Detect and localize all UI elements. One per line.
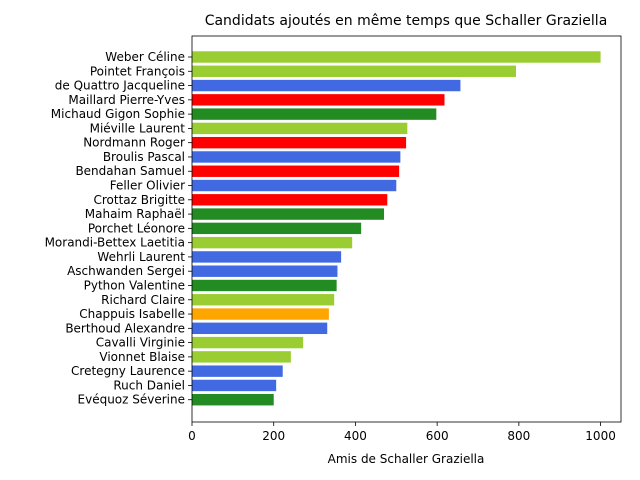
x-tick-label: 200 xyxy=(262,429,285,443)
y-tick-label: Chappuis Isabelle xyxy=(79,307,185,321)
y-tick-label: Miéville Laurent xyxy=(90,121,186,135)
y-tick-label: Vionnet Blaise xyxy=(99,350,185,364)
bar xyxy=(192,379,277,392)
y-tick-label: Pointet François xyxy=(90,64,185,78)
bar xyxy=(192,136,407,149)
bar xyxy=(192,194,388,206)
bar xyxy=(192,151,401,163)
x-ticks: 0 200 400 600 800 1000 xyxy=(188,422,616,443)
y-tick-label: Wehrli Laurent xyxy=(97,250,185,264)
y-tick-label: Weber Céline xyxy=(105,50,185,64)
bar xyxy=(192,394,274,406)
bar xyxy=(192,51,601,63)
bar xyxy=(192,65,516,77)
bar xyxy=(192,108,437,120)
y-tick-label: Michaud Gigon Sophie xyxy=(51,107,185,121)
y-tick-label: Python Valentine xyxy=(84,278,185,292)
bar xyxy=(192,365,283,377)
x-tick-label: 400 xyxy=(344,429,367,443)
bar xyxy=(192,251,342,263)
bar xyxy=(192,79,461,92)
y-tick-label: Nordmann Roger xyxy=(83,136,185,150)
bar xyxy=(192,294,335,306)
y-tick-label: Cavalli Virginie xyxy=(96,336,185,350)
x-tick-label: 0 xyxy=(188,429,196,443)
y-tick-label: Cretegny Laurence xyxy=(71,364,185,378)
bar xyxy=(192,165,400,177)
y-tick-label: Feller Olivier xyxy=(110,179,185,193)
y-tick-label: Bendahan Samuel xyxy=(75,164,185,178)
bar xyxy=(192,236,353,249)
x-tick-label: 800 xyxy=(507,429,530,443)
y-tick-label: Broulis Pascal xyxy=(103,150,185,164)
y-tick-label: Ruch Daniel xyxy=(113,378,185,392)
y-tick-label: de Quattro Jacqueline xyxy=(55,79,185,93)
bar xyxy=(192,208,385,220)
bar xyxy=(192,265,338,277)
bar xyxy=(192,222,362,235)
bar xyxy=(192,336,304,349)
bar xyxy=(192,179,397,192)
y-tick-label: Maillard Pierre-Yves xyxy=(68,93,185,107)
bars-group xyxy=(192,51,601,406)
plot-frame xyxy=(191,35,622,423)
y-tick-label: Porchet Léonore xyxy=(88,221,185,235)
bar xyxy=(192,351,291,363)
x-tick-label: 600 xyxy=(426,429,449,443)
y-tick-label: Berthoud Alexandre xyxy=(65,321,185,335)
bar xyxy=(192,279,337,292)
y-tick-label: Evéquoz Séverine xyxy=(78,393,185,407)
y-tick-label: Richard Claire xyxy=(101,293,185,307)
bar xyxy=(192,94,445,106)
y-tick-label: Mahaim Raphaël xyxy=(85,207,185,221)
axes-frame xyxy=(191,35,622,423)
x-axis-label: Amis de Schaller Graziella xyxy=(328,452,485,466)
bar xyxy=(192,122,408,135)
y-tick-label: Crottaz Brigitte xyxy=(93,193,185,207)
bar xyxy=(192,322,328,335)
y-tick-label: Aschwanden Sergei xyxy=(67,264,185,278)
chart-title: Candidats ajoutés en même temps que Scha… xyxy=(205,13,608,29)
x-tick-label: 1000 xyxy=(585,429,616,443)
y-tick-label: Morandi-Bettex Laetitia xyxy=(45,236,185,250)
bar xyxy=(192,308,329,320)
